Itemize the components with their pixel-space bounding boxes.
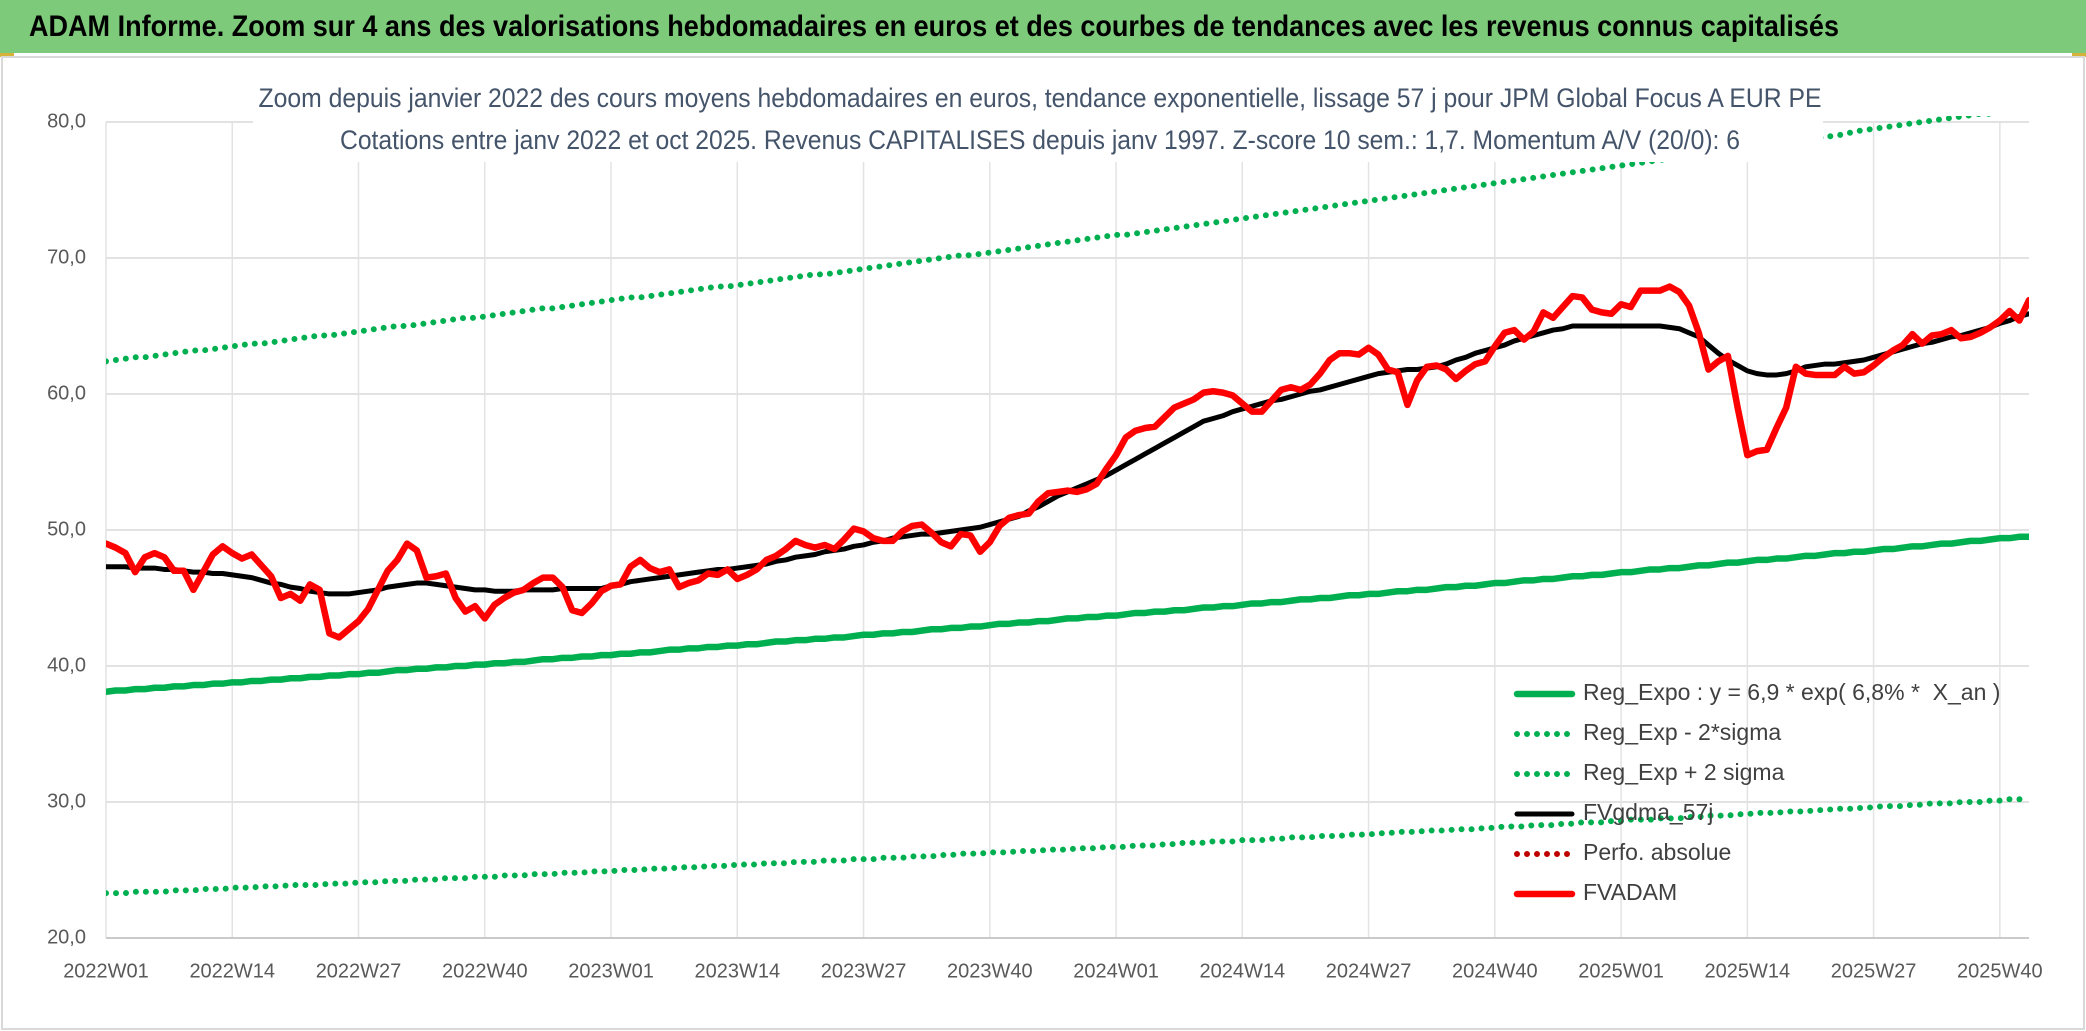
y-tick-label: 80,0 — [47, 110, 86, 132]
x-tick-label: 2022W27 — [316, 960, 402, 982]
x-tick-label: 2023W27 — [821, 960, 907, 982]
x-tick-label: 2022W01 — [63, 960, 149, 982]
y-tick-label: 20,0 — [47, 926, 86, 948]
legend-label: FVgdma_57j — [1583, 799, 1713, 825]
y-tick-label: 50,0 — [47, 518, 86, 540]
legend-label: Reg_Exp + 2 sigma — [1583, 759, 1785, 785]
subtitle-box — [253, 80, 1823, 162]
frame-accent — [2072, 53, 2086, 57]
x-tick-label: 2025W01 — [1578, 960, 1664, 982]
x-tick-label: 2024W27 — [1326, 960, 1412, 982]
axes: 20,0 30,0 40,0 50,0 60,0 70,0 80,0 2022W01 2022W… — [47, 110, 2043, 982]
legend: Reg_Expo : y = 6,9 * exp( 6,8% * X_an ) R… — [1513, 679, 2000, 905]
y-tick-label: 40,0 — [47, 654, 86, 676]
series-line — [106, 533, 2029, 696]
y-tick-label: 60,0 — [47, 382, 86, 404]
plot-area — [106, 116, 2029, 897]
chart-frame — [1, 56, 2085, 1030]
legend-label: Reg_Exp - 2*sigma — [1583, 719, 1781, 745]
legend-label: Perfo. absolue — [1583, 839, 1731, 865]
x-tick-label: 2022W14 — [189, 960, 275, 982]
legend-label: FVADAM — [1583, 879, 1677, 905]
x-tick-label: 2024W01 — [1073, 960, 1159, 982]
legend-label: Reg_Expo : y = 6,9 * exp( 6,8% * X_an ) — [1583, 679, 2000, 705]
x-tick-label: 2022W40 — [442, 960, 528, 982]
header-bar — [0, 0, 2086, 53]
x-tick-label: 2023W01 — [568, 960, 654, 982]
x-tick-label: 2023W40 — [947, 960, 1033, 982]
x-tick-label: 2025W14 — [1705, 960, 1791, 982]
frame-accent — [0, 53, 14, 57]
y-tick-label: 70,0 — [47, 246, 86, 268]
series-line — [106, 796, 2029, 897]
x-tick-label: 2025W27 — [1831, 960, 1917, 982]
x-tick-label: 2023W14 — [694, 960, 780, 982]
x-tick-label: 2024W14 — [1200, 960, 1286, 982]
x-tick-label: 2025W40 — [1957, 960, 2043, 982]
y-tick-label: 30,0 — [47, 790, 86, 812]
x-tick-label: 2024W40 — [1452, 960, 1538, 982]
header-title: ADAM Informe. Zoom sur 4 ans des valoris… — [29, 10, 1839, 43]
series-line — [106, 116, 1997, 365]
chart-subtitle: Cotations entre janv 2022 et oct 2025. R… — [340, 125, 1740, 155]
series-line — [106, 283, 2029, 641]
chart-subtitle: Zoom depuis janvier 2022 des cours moyen… — [259, 83, 1822, 113]
